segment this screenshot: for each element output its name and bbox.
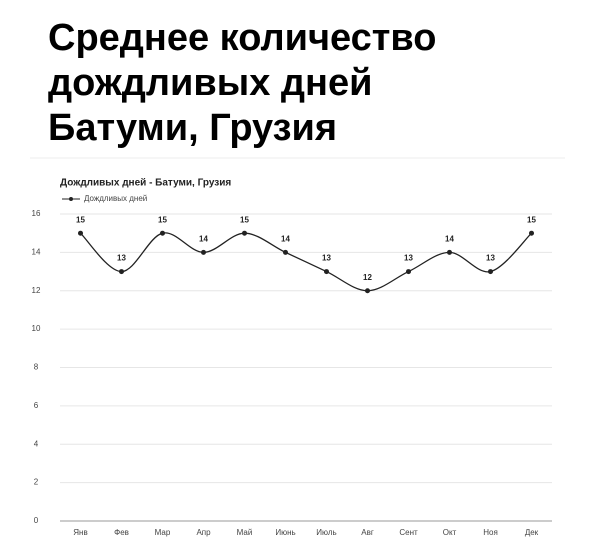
y-tick-label: 14: [32, 247, 41, 256]
y-tick-label: 12: [32, 286, 41, 295]
heading: Среднее количество дождливых дней Батуми…: [48, 16, 436, 151]
point: [365, 288, 370, 294]
point: [78, 230, 83, 236]
point: [529, 230, 534, 236]
y-tick-label: 8: [34, 363, 39, 372]
point: [283, 249, 288, 255]
chart-title: Дождливых дней - Батуми, Грузия: [60, 178, 231, 189]
x-tick-label: Июль: [316, 528, 336, 537]
x-tick-label: Фев: [114, 528, 129, 537]
data-label: 14: [281, 234, 290, 243]
x-tick-label: Ноя: [483, 528, 498, 537]
x-tick-label: Дек: [525, 528, 539, 537]
legend-label: Дождливых дней: [84, 194, 147, 203]
point: [242, 230, 247, 236]
y-tick-label: 16: [32, 209, 41, 218]
data-label: 14: [445, 234, 454, 243]
data-label: 12: [363, 273, 372, 282]
x-tick-label: Май: [237, 528, 253, 537]
heading-line: Батуми, Грузия: [48, 107, 338, 149]
y-tick-label: 4: [34, 439, 39, 448]
x-tick-label: Апр: [196, 528, 211, 537]
data-label: 15: [76, 215, 85, 224]
data-label: 15: [158, 215, 167, 224]
heading-line: Среднее количество: [48, 17, 437, 59]
y-tick-label: 10: [32, 324, 41, 333]
y-tick-label: 6: [34, 401, 39, 410]
line: [80, 232, 532, 292]
x-tick-label: Мар: [155, 528, 171, 537]
x-tick-label: Окт: [443, 528, 457, 537]
data-label: 14: [199, 234, 208, 243]
x-tick-label: Янв: [73, 528, 87, 537]
point: [447, 249, 452, 255]
point: [201, 249, 206, 255]
heading-line: дождливых дней: [48, 62, 373, 104]
y-tick-label: 0: [34, 516, 39, 525]
y-tick-label: 2: [34, 478, 39, 487]
data-label: 15: [240, 215, 249, 224]
point: [406, 269, 411, 275]
point: [160, 230, 165, 236]
data-label: 15: [527, 215, 536, 224]
data-label: 13: [404, 254, 413, 263]
data-label: 13: [117, 254, 126, 263]
data-label: 13: [486, 254, 495, 263]
data-label: 13: [322, 254, 331, 263]
point: [324, 269, 329, 275]
point: [488, 269, 493, 275]
legend-marker: [69, 197, 73, 201]
x-tick-label: Июнь: [275, 528, 295, 537]
point: [119, 269, 124, 275]
x-tick-label: Авг: [361, 528, 374, 537]
x-tick-label: Сент: [399, 528, 418, 537]
